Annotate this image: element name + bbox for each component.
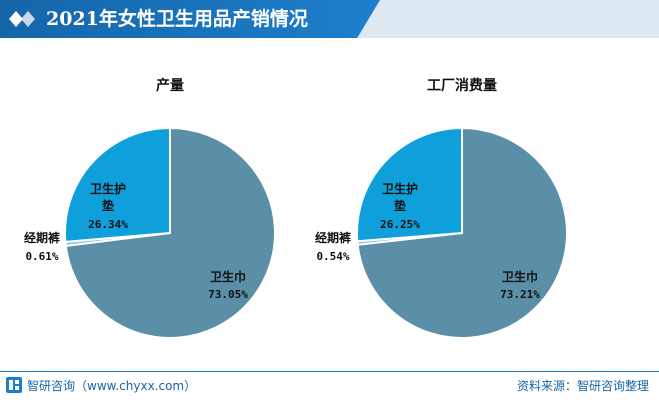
slice-label-sanitary-pad-2: 卫生巾	[502, 269, 538, 284]
pie-slices-consumption	[355, 126, 568, 339]
slice-value-period-pants-2: 0.54%	[316, 250, 349, 263]
slice-label-period-pants: 经期裤	[24, 230, 60, 245]
title-accent	[0, 0, 380, 38]
chart-title-consumption: 工厂消费量	[427, 77, 497, 94]
slice-value-sanitary-pad: 73.05%	[208, 288, 248, 301]
slice-value-period-pants: 0.61%	[25, 250, 58, 263]
page-title: 2021年女性卫生用品产销情况	[46, 8, 308, 30]
pie-chart-consumption: 工厂消费量 卫生巾 73.21% 经期裤 0.54% 卫生护垫 26.25%	[315, 77, 568, 339]
slice-value-panty-liner-2: 26.25%	[380, 218, 420, 231]
pie-charts: 产量 卫生巾 73.05% 经期裤 0.61% 卫生护垫 26.34% 工厂消费…	[24, 77, 568, 339]
double-diamond-icon	[9, 11, 35, 27]
footer-brand: 智研咨询（www.chyxx.com）	[27, 379, 197, 393]
footer-source: 资料来源：智研咨询整理	[516, 379, 649, 393]
slice-label-period-pants-2: 经期裤	[315, 230, 351, 245]
slice-label-panty-liner-line1: 卫生护	[90, 181, 126, 196]
slice-label-panty-liner: 卫生护垫	[90, 181, 126, 213]
slice-value-panty-liner: 26.34%	[88, 218, 128, 231]
slice-label-panty-liner-2: 卫生护垫	[382, 181, 418, 213]
chart-title-production: 产量	[156, 77, 184, 94]
pie-chart-production: 产量 卫生巾 73.05% 经期裤 0.61% 卫生护垫 26.34%	[24, 77, 276, 339]
slice-panty-liner	[64, 126, 171, 243]
slice-label-panty-liner-2-line2: 垫	[394, 198, 406, 213]
slice-label-panty-liner-line2: 垫	[102, 198, 114, 213]
slice-value-sanitary-pad-2: 73.21%	[500, 288, 540, 301]
slice-panty-liner-2	[355, 126, 463, 243]
slice-label-panty-liner-2-line1: 卫生护	[382, 181, 418, 196]
pie-slices-production	[64, 126, 276, 339]
slice-label-sanitary-pad: 卫生巾	[210, 269, 246, 284]
footer-divider	[0, 371, 659, 372]
logo-icon	[6, 377, 22, 393]
title-bar: 2021年女性卫生用品产销情况	[0, 0, 659, 38]
